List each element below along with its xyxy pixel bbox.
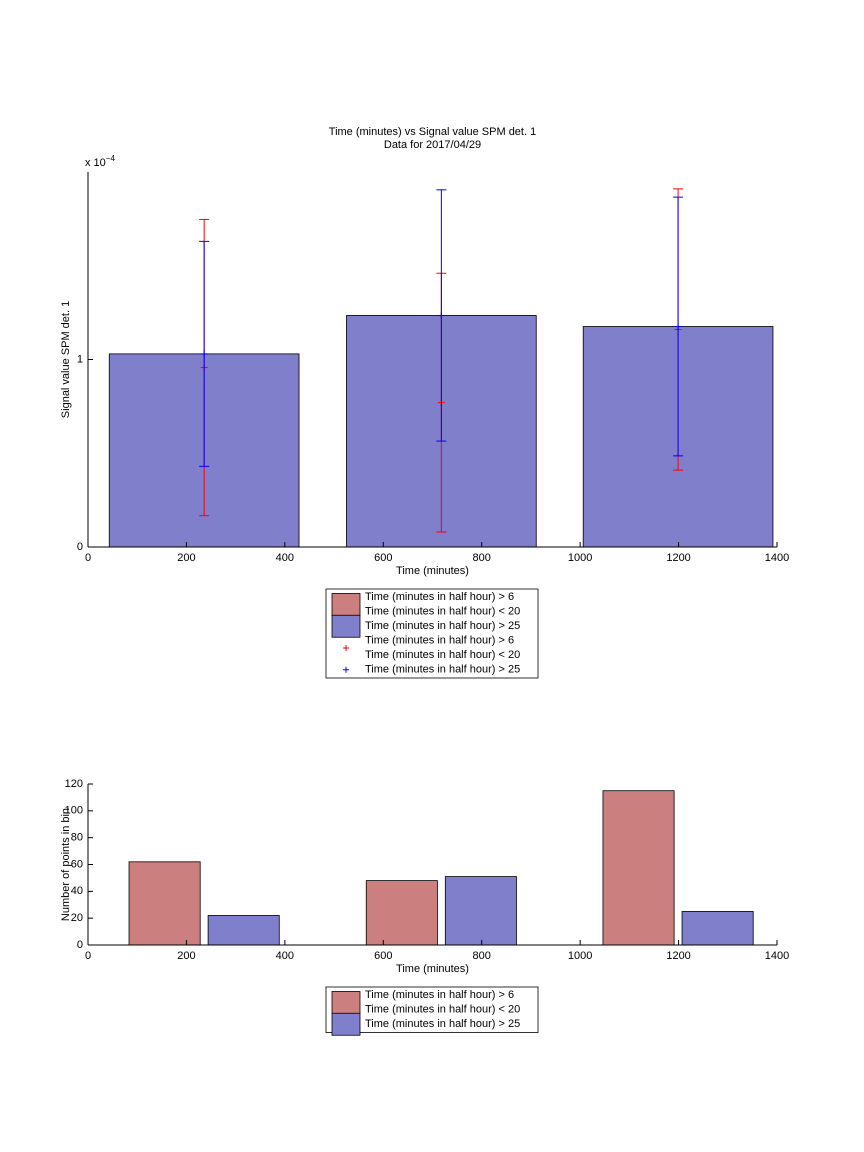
x-tick-label: 0 <box>85 950 91 962</box>
y-tick-label: 20 <box>71 912 83 924</box>
legend-box <box>325 588 539 679</box>
x-axis-label: Time (minutes) <box>396 565 469 577</box>
legend-box <box>325 986 539 1033</box>
error-bar <box>199 240 210 467</box>
chart-subtitle: Data for 2017/04/29 <box>384 139 481 151</box>
x-tick-label: 1400 <box>765 950 789 962</box>
x-tick-label: 1400 <box>765 552 789 564</box>
error-bar <box>436 189 447 442</box>
x-tick-label: 600 <box>374 552 392 564</box>
bar <box>602 790 675 946</box>
bar <box>365 880 438 946</box>
legend-swatch <box>331 1012 361 1036</box>
x-tick-label: 1200 <box>666 950 690 962</box>
y-tick-label: 100 <box>65 805 83 817</box>
x-tick-label: 1200 <box>666 552 690 564</box>
x-tick-label: 400 <box>276 552 294 564</box>
y-multiplier: x 10−4 <box>85 154 115 169</box>
y-axis-label: Number of points in bin <box>60 808 72 921</box>
legend-label: Time (minutes in half hour) > 6 <box>365 635 514 647</box>
x-tick-label: 0 <box>85 552 91 564</box>
x-axis-label: Time (minutes) <box>396 963 469 975</box>
legend-label: Time (minutes in half hour) > 6 <box>365 989 514 1001</box>
legend-label: Time (minutes in half hour) > 25 <box>365 664 520 676</box>
y-tick-label: 60 <box>71 858 83 870</box>
bar <box>444 876 517 946</box>
y-tick-label: 0 <box>77 541 83 553</box>
y-tick-label: 0 <box>77 939 83 951</box>
y-tick-label: 40 <box>71 885 83 897</box>
x-tick-label: 400 <box>276 950 294 962</box>
x-tick-label: 800 <box>473 552 491 564</box>
x-tick-label: 200 <box>177 950 195 962</box>
y-tick-label: 120 <box>65 778 83 790</box>
x-tick-label: 1000 <box>568 950 592 962</box>
y-tick-label: 80 <box>71 832 83 844</box>
bar <box>207 915 280 946</box>
legend-label: Time (minutes in half hour) < 20 <box>365 606 520 618</box>
x-tick-label: 800 <box>473 950 491 962</box>
y-tick-label: 1 <box>77 353 83 365</box>
legend-label: Time (minutes in half hour) > 6 <box>365 591 514 603</box>
x-tick-label: 200 <box>177 552 195 564</box>
x-tick-label: 600 <box>374 950 392 962</box>
y-multiplier-exponent: −4 <box>106 154 116 163</box>
y-axis-label: Signal value SPM det. 1 <box>60 301 72 418</box>
chart-title: Time (minutes) vs Signal value SPM det. … <box>329 126 536 138</box>
bar <box>681 911 754 946</box>
legend-label: Time (minutes in half hour) > 25 <box>365 1018 520 1030</box>
x-tick-label: 1000 <box>568 552 592 564</box>
y-multiplier-base: x 10 <box>85 157 106 169</box>
legend-swatch <box>331 991 361 1014</box>
legend-swatch <box>331 614 361 638</box>
legend-label: Time (minutes in half hour) < 20 <box>365 649 520 661</box>
error-bar <box>673 196 684 457</box>
bar <box>128 861 201 946</box>
legend-swatch <box>331 593 361 616</box>
legend-label: Time (minutes in half hour) < 20 <box>365 1004 520 1016</box>
legend-label: Time (minutes in half hour) > 25 <box>365 620 520 632</box>
